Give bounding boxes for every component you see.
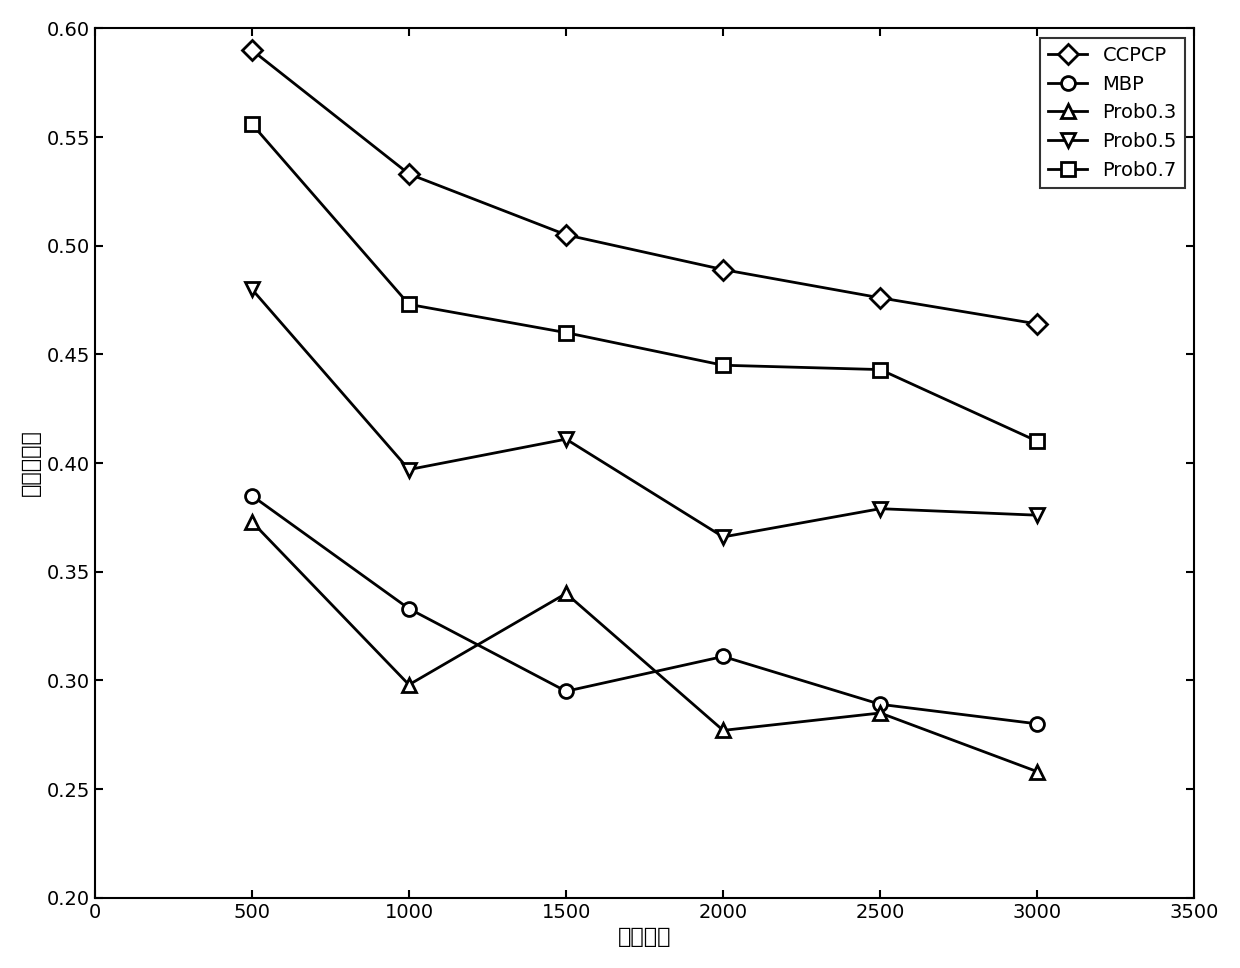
Prob0.7 [873, 364, 888, 376]
CCPCP [873, 292, 888, 304]
Line: Prob0.5: Prob0.5 [246, 283, 1044, 544]
MBP [715, 650, 730, 662]
CCPCP [1030, 318, 1045, 330]
Prob0.7 [559, 327, 574, 339]
Line: MBP: MBP [246, 489, 1044, 731]
Prob0.3 [873, 708, 888, 719]
Prob0.3 [559, 588, 574, 599]
MBP [244, 490, 259, 501]
Prob0.7 [244, 118, 259, 130]
Prob0.5 [873, 503, 888, 515]
Prob0.3 [1030, 766, 1045, 777]
Prob0.7 [402, 298, 417, 310]
Line: CCPCP: CCPCP [246, 44, 1044, 331]
CCPCP [715, 264, 730, 276]
MBP [559, 685, 574, 697]
Prob0.5 [559, 434, 574, 445]
CCPCP [244, 45, 259, 56]
Prob0.5 [1030, 509, 1045, 521]
Line: Prob0.3: Prob0.3 [246, 515, 1044, 778]
Prob0.3 [244, 516, 259, 528]
X-axis label: 内容数量: 内容数量 [618, 927, 671, 947]
Legend: CCPCP, MBP, Prob0.3, Prob0.5, Prob0.7: CCPCP, MBP, Prob0.3, Prob0.5, Prob0.7 [1040, 38, 1184, 188]
MBP [873, 699, 888, 711]
Y-axis label: 缓存命中率: 缓存命中率 [21, 430, 41, 497]
CCPCP [402, 168, 417, 180]
Prob0.5 [244, 284, 259, 295]
Line: Prob0.7: Prob0.7 [246, 117, 1044, 448]
Prob0.3 [402, 679, 417, 690]
Prob0.7 [1030, 436, 1045, 447]
Prob0.3 [715, 725, 730, 737]
Prob0.5 [402, 464, 417, 475]
Prob0.7 [715, 359, 730, 371]
MBP [1030, 718, 1045, 730]
MBP [402, 603, 417, 615]
CCPCP [559, 229, 574, 241]
Prob0.5 [715, 531, 730, 543]
